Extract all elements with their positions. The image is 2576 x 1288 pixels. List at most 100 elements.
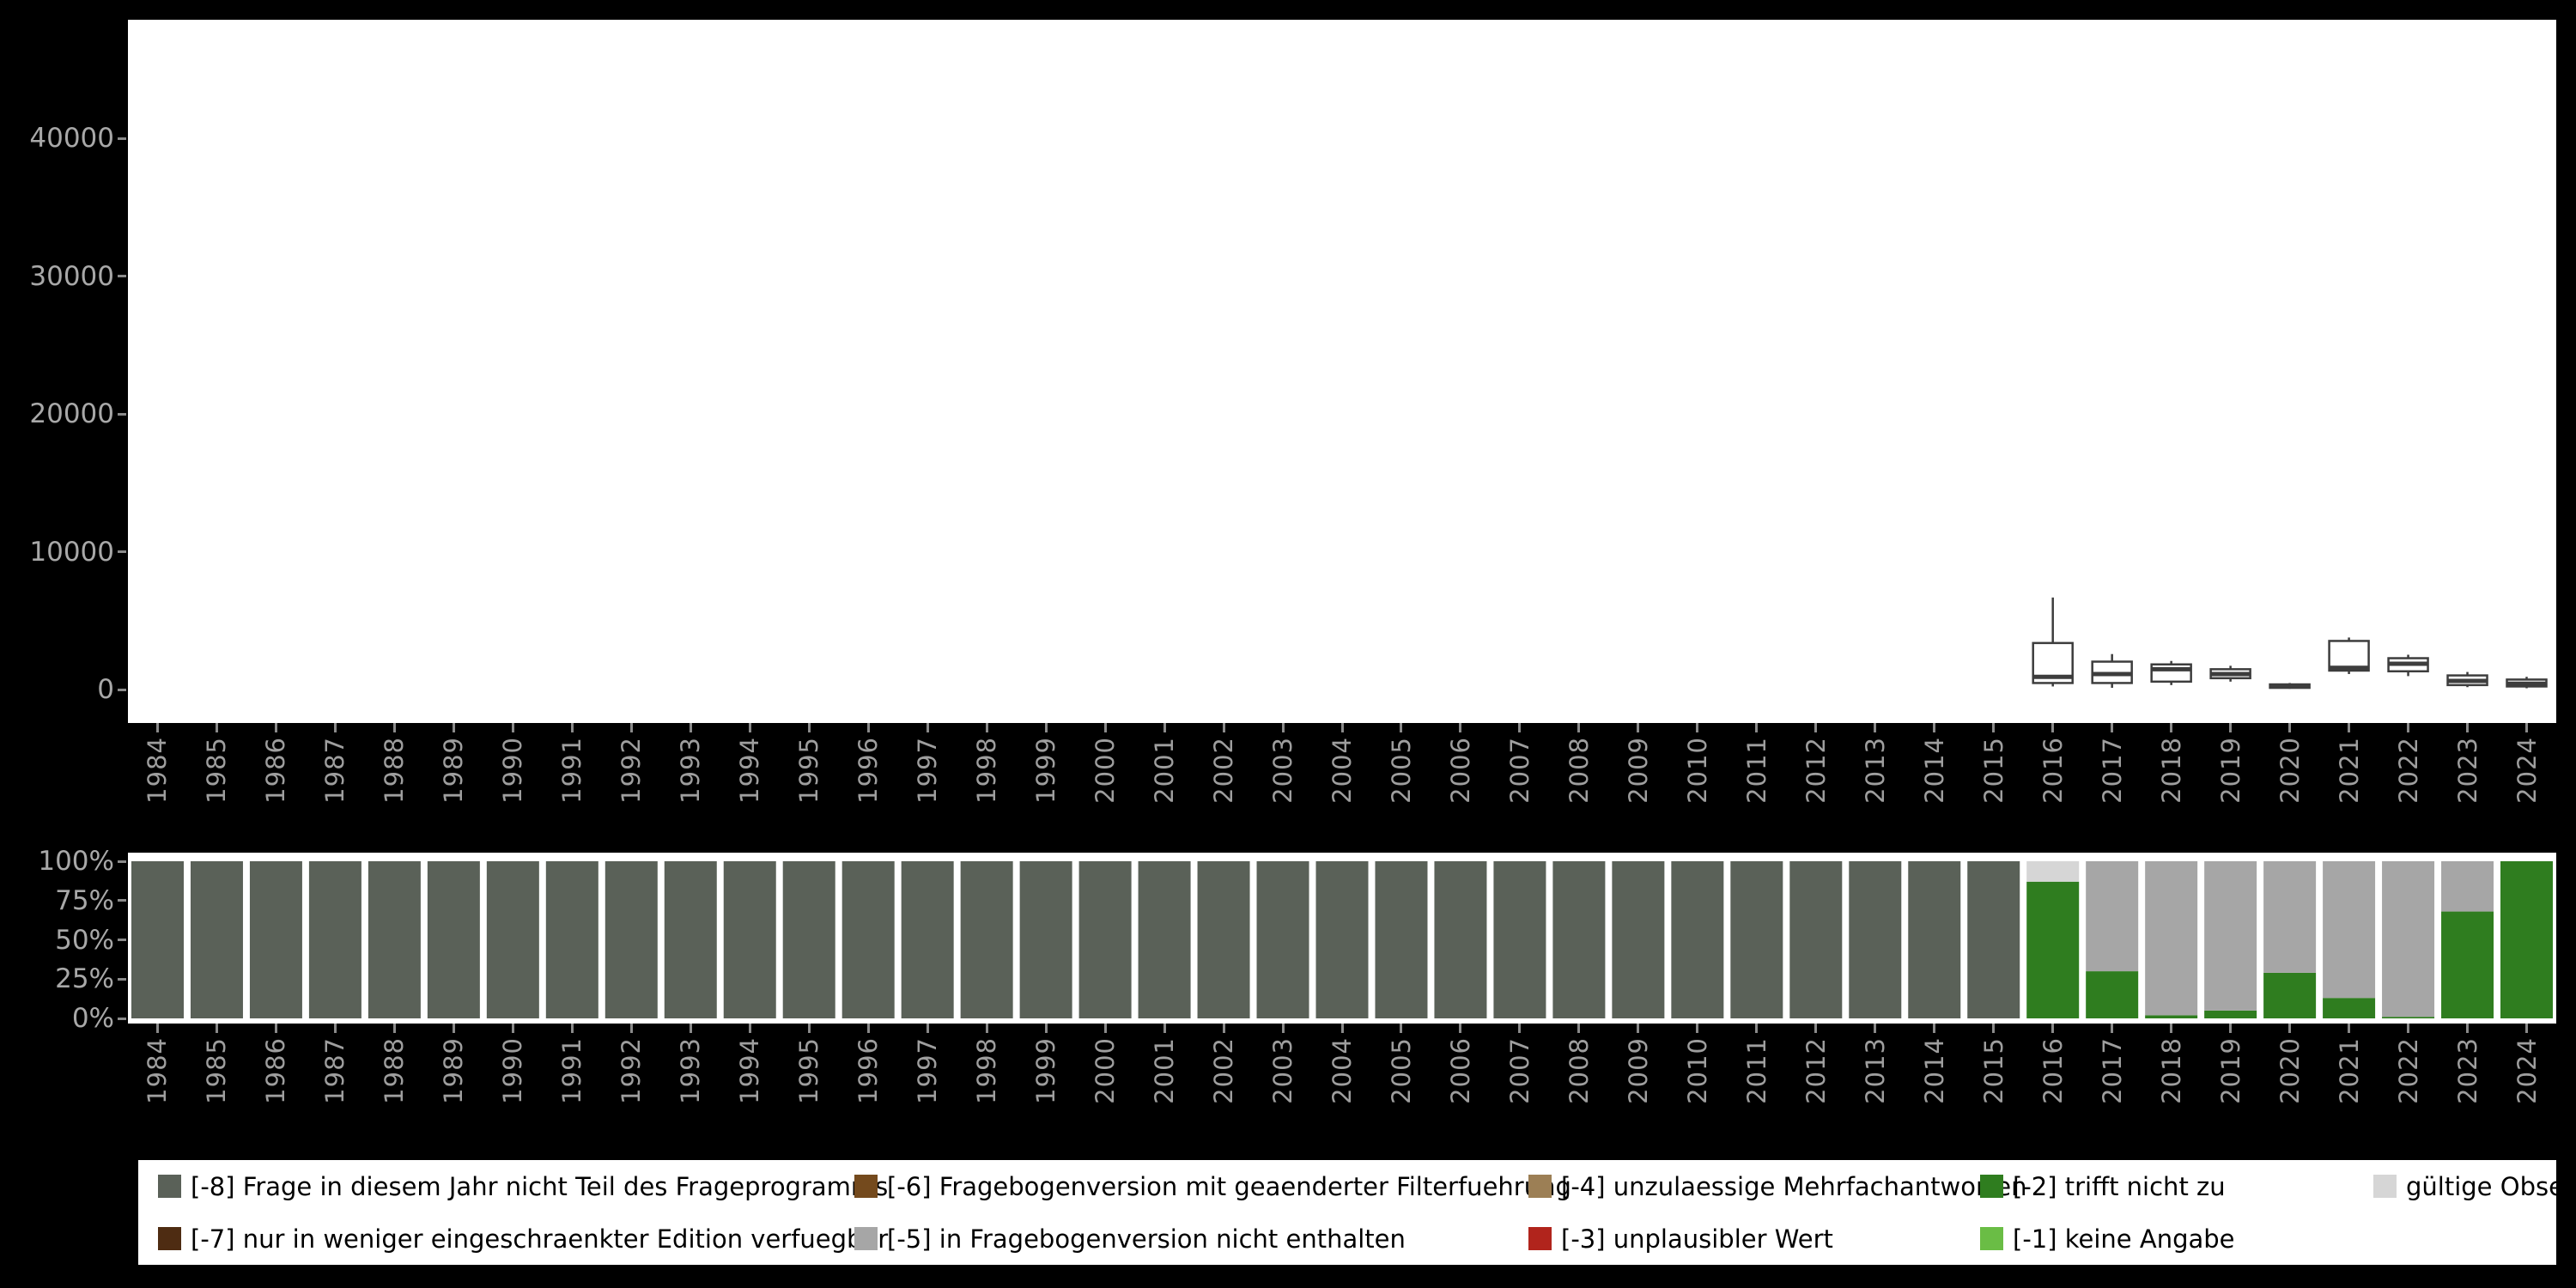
x-axis-tick <box>1340 723 1344 732</box>
x-axis-label: 1993 <box>671 737 709 853</box>
x-axis-label-text: 2003 <box>1268 737 1298 804</box>
bar-segment-2002--8 <box>1197 861 1250 1018</box>
x-axis-label-text: 2002 <box>1209 737 1239 804</box>
x-axis-label: 2012 <box>1797 1037 1835 1153</box>
legend-label: [-7] nur in weniger eingeschraenkter Edi… <box>191 1224 889 1254</box>
bar-segment-2016--2 <box>2026 881 2080 1018</box>
x-axis-label-text: 2022 <box>2393 1037 2423 1104</box>
bar-segment-2017--2 <box>2086 971 2139 1018</box>
bar-segment-1996--8 <box>841 861 895 1018</box>
x-axis-label-text: 1996 <box>854 1037 884 1104</box>
legend-label: gültige Observationen <box>2406 1171 2576 1201</box>
x-axis-label-text: 2000 <box>1091 737 1121 804</box>
bar-segment-2024--2 <box>2500 861 2554 1018</box>
x-axis-label: 1984 <box>138 1037 176 1153</box>
x-axis-label: 2021 <box>2330 737 2368 853</box>
x-axis-label-text: 2011 <box>1741 737 1771 804</box>
x-axis-tick <box>2229 1024 2233 1033</box>
x-axis-tick <box>274 1024 277 1033</box>
x-axis-tick <box>215 723 218 732</box>
x-axis-label-text: 1991 <box>557 1037 587 1104</box>
x-axis-label-text: 2003 <box>1268 1037 1298 1104</box>
x-axis-tick <box>1222 1024 1225 1033</box>
x-axis-tick <box>1281 723 1285 732</box>
legend-swatch <box>1528 1175 1552 1198</box>
x-axis-label-text: 2008 <box>1564 737 1594 804</box>
x-axis-label-text: 1985 <box>202 737 232 804</box>
x-axis-label-text: 2009 <box>1623 737 1653 804</box>
x-axis-label: 1999 <box>1027 737 1065 853</box>
x-axis-label: 2000 <box>1086 737 1124 853</box>
x-axis-label: 2002 <box>1205 1037 1242 1153</box>
legend-item--1: [-1] keine Angabe <box>1980 1224 2373 1254</box>
bar-segment-2017--5 <box>2086 861 2139 972</box>
x-axis-label-text: 2013 <box>1860 737 1890 804</box>
bar-segment-1987--8 <box>308 861 361 1018</box>
legend-label: [-3] unplausibler Wert <box>1561 1224 1833 1254</box>
bar-segment-2018--5 <box>2145 861 2198 1016</box>
x-axis-label-text: 1996 <box>854 737 884 804</box>
x-axis-tick <box>1044 1024 1048 1033</box>
x-axis-label-text: 2021 <box>2334 1037 2364 1104</box>
x-axis-label-text: 2018 <box>2156 1037 2186 1104</box>
x-axis-label-text: 2010 <box>1682 737 1712 804</box>
boxplot-box-2020 <box>2269 683 2311 690</box>
x-axis-label: 1986 <box>257 1037 295 1153</box>
x-axis-tick <box>689 1024 692 1033</box>
boxplot-box-2023 <box>2446 671 2488 688</box>
x-axis-tick <box>1755 723 1759 732</box>
boxplot-chart <box>2032 597 2548 690</box>
x-axis-tick <box>926 723 929 732</box>
x-axis-tick <box>333 1024 337 1033</box>
bar-segment-1985--8 <box>190 861 243 1018</box>
x-axis-tick <box>1814 1024 1818 1033</box>
bar-segment-1991--8 <box>545 861 598 1018</box>
x-axis-label: 2005 <box>1382 737 1420 853</box>
x-axis-label-text: 2014 <box>1919 737 1949 804</box>
y-axis-label: 30000 <box>29 260 114 292</box>
legend-label: [-2] trifft nicht zu <box>2013 1171 2226 1201</box>
x-axis-label-text: 2016 <box>2038 1037 2068 1104</box>
x-axis-tick <box>1637 723 1640 732</box>
x-axis-label: 2005 <box>1382 1037 1420 1153</box>
x-axis-label-text: 1988 <box>380 1037 410 1104</box>
bar-segment-2012--8 <box>1789 861 1843 1018</box>
x-axis-label: 2016 <box>2034 737 2072 853</box>
bar-segment-1999--8 <box>1019 861 1072 1018</box>
x-axis-label-text: 1985 <box>202 1037 232 1104</box>
x-axis-tick <box>2466 1024 2470 1033</box>
y-axis-tick <box>118 860 126 863</box>
stacked-bar-panel <box>128 853 2556 1024</box>
x-axis-label: 2004 <box>1323 737 1361 853</box>
bar-segment-2023--5 <box>2441 861 2494 912</box>
x-axis-label-text: 1984 <box>143 737 173 804</box>
x-axis-tick <box>2170 723 2173 732</box>
x-axis-label-text: 2008 <box>1564 1037 1594 1104</box>
x-axis-label: 1988 <box>375 737 413 853</box>
x-axis-label: 2023 <box>2449 1037 2487 1153</box>
x-axis-tick <box>2348 723 2351 732</box>
x-axis-label-text: 1992 <box>617 1037 647 1104</box>
bar-segment-1995--8 <box>782 861 835 1018</box>
x-axis-label-text: 2015 <box>1978 1037 2008 1104</box>
x-axis-tick <box>1103 1024 1107 1033</box>
x-axis-label-text: 1989 <box>439 737 469 804</box>
bar-segment-2022--2 <box>2382 1017 2435 1018</box>
x-axis-tick <box>1518 723 1522 732</box>
bar-segment-1998--8 <box>960 861 1013 1018</box>
x-axis-tick <box>807 723 811 732</box>
x-axis-label: 2006 <box>1442 1037 1479 1153</box>
x-axis-label-text: 2019 <box>2215 1037 2245 1104</box>
bar-segment-2020--2 <box>2263 972 2317 1018</box>
bar-segment-2006--8 <box>1434 861 1487 1018</box>
legend-label: [-5] in Fragebogenversion nicht enthalte… <box>887 1224 1406 1254</box>
x-axis-tick <box>1814 723 1818 732</box>
x-axis-label-text: 2001 <box>1150 737 1180 804</box>
x-axis-label: 2007 <box>1501 1037 1539 1153</box>
x-axis-label: 2017 <box>2093 737 2131 853</box>
x-axis-tick <box>866 723 870 732</box>
x-axis-tick <box>1222 723 1225 732</box>
bar-segment-1988--8 <box>368 861 421 1018</box>
x-axis-tick <box>1459 1024 1462 1033</box>
bar-segment-2010--8 <box>1671 861 1724 1018</box>
